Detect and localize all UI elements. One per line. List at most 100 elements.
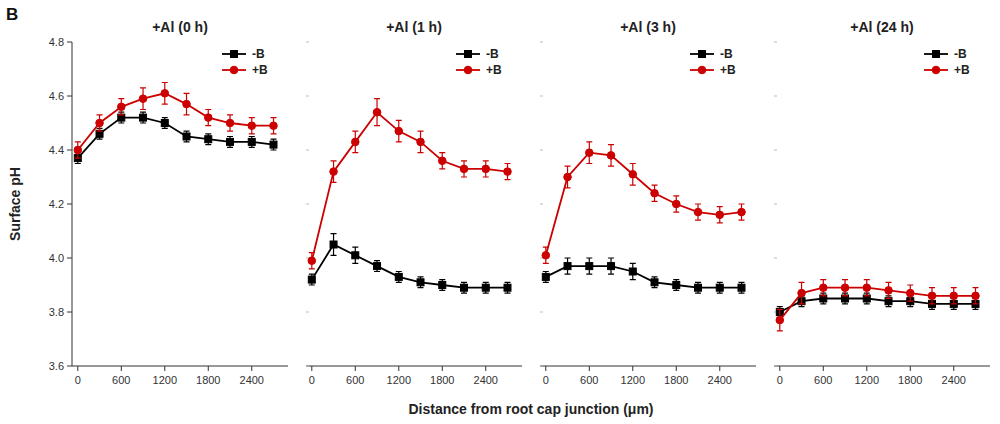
error-bar <box>227 137 233 148</box>
y-axis-label: Surface pH <box>7 167 23 241</box>
x-tick <box>251 366 252 371</box>
y-tick <box>774 366 777 367</box>
error-bar <box>461 161 467 177</box>
error-bar <box>309 253 315 269</box>
y-tick <box>774 42 777 43</box>
x-axis-label: Distance from root cap junction (μm) <box>408 401 653 417</box>
data-point <box>161 120 168 127</box>
x-tick <box>589 366 590 371</box>
x-tick <box>208 366 209 371</box>
x-tick-label: 1200 <box>621 374 645 386</box>
data-point <box>439 282 446 289</box>
error-bar <box>739 282 745 293</box>
legend-marker <box>698 66 706 74</box>
error-bar <box>97 115 103 131</box>
x-tick <box>866 366 867 371</box>
x-tick <box>676 366 677 371</box>
data-point <box>330 168 338 176</box>
error-bar <box>374 99 380 126</box>
data-point <box>270 122 278 130</box>
data-point <box>673 282 680 289</box>
plot-area <box>776 280 979 331</box>
error-bar <box>695 282 701 293</box>
panel: 0600120018002400+Al (3 h)-B+B <box>540 19 756 386</box>
plot-area <box>308 99 511 293</box>
data-point <box>651 189 659 197</box>
data-point <box>248 138 255 145</box>
x-tick-label: 1800 <box>196 374 220 386</box>
x-tick <box>485 366 486 371</box>
error-bar <box>271 139 277 150</box>
y-tick-label: 4.8 <box>49 36 64 48</box>
error-bar <box>951 288 957 304</box>
error-bar <box>184 131 190 142</box>
y-tick <box>540 150 543 151</box>
panel-title: +Al (24 h) <box>850 19 913 35</box>
error-bar <box>717 207 723 223</box>
error-bar <box>374 261 380 272</box>
error-bar <box>352 131 358 153</box>
error-bar <box>271 118 277 134</box>
error-bar <box>75 142 81 158</box>
error-bar <box>352 247 358 263</box>
error-bar <box>140 88 146 110</box>
x-tick <box>632 366 633 371</box>
data-point <box>694 208 702 216</box>
x-tick-label: 2400 <box>474 374 498 386</box>
data-point <box>738 208 746 216</box>
data-point <box>928 292 936 300</box>
data-point <box>395 127 403 135</box>
data-point <box>906 289 914 297</box>
data-point <box>183 133 190 140</box>
y-tick <box>306 204 309 205</box>
error-bar <box>673 196 679 212</box>
error-bar <box>118 99 124 115</box>
data-point <box>374 263 381 270</box>
legend-label: +B <box>486 63 502 77</box>
data-point <box>716 211 724 219</box>
y-tick <box>306 150 309 151</box>
x-tick-label: 2400 <box>240 374 264 386</box>
x-tick-label: 0 <box>777 374 783 386</box>
data-point <box>863 284 871 292</box>
y-tick <box>774 96 777 97</box>
series-line <box>546 266 742 288</box>
error-bar <box>205 110 211 126</box>
error-bar <box>483 161 489 177</box>
x-tick <box>398 366 399 371</box>
error-bar <box>886 282 892 298</box>
chart: 06001200180024003.63.84.04.24.44.64.8+Al… <box>0 0 1000 424</box>
panel: 0600120018002400+Al (24 h)-B+B <box>774 19 990 386</box>
legend: -B+B <box>690 47 736 77</box>
x-tick-label: 1800 <box>664 374 688 386</box>
y-tick <box>67 312 72 313</box>
legend-marker <box>464 66 472 74</box>
error-bar <box>483 282 489 293</box>
error-bar <box>162 83 168 105</box>
x-tick-label: 600 <box>112 374 130 386</box>
x-tick <box>953 366 954 371</box>
error-bar <box>140 112 146 123</box>
x-tick-label: 600 <box>814 374 832 386</box>
legend-marker <box>933 51 940 58</box>
y-tick-label: 4.0 <box>49 252 64 264</box>
data-point <box>351 138 359 146</box>
data-point <box>482 165 490 173</box>
series-line <box>78 93 274 150</box>
panel: 0600120018002400+Al (1 h)-B+B <box>306 19 522 386</box>
x-tick-label: 600 <box>580 374 598 386</box>
data-point <box>74 146 82 154</box>
error-bar <box>162 118 168 129</box>
data-point <box>585 149 593 157</box>
y-tick <box>540 204 543 205</box>
data-point <box>461 284 468 291</box>
y-tick <box>67 204 72 205</box>
error-bar <box>842 280 848 296</box>
data-point <box>205 136 212 143</box>
y-tick <box>67 96 72 97</box>
data-point <box>227 138 234 145</box>
error-bar <box>652 185 658 201</box>
y-tick <box>774 258 777 259</box>
data-point <box>140 114 147 121</box>
series-line <box>312 245 508 288</box>
